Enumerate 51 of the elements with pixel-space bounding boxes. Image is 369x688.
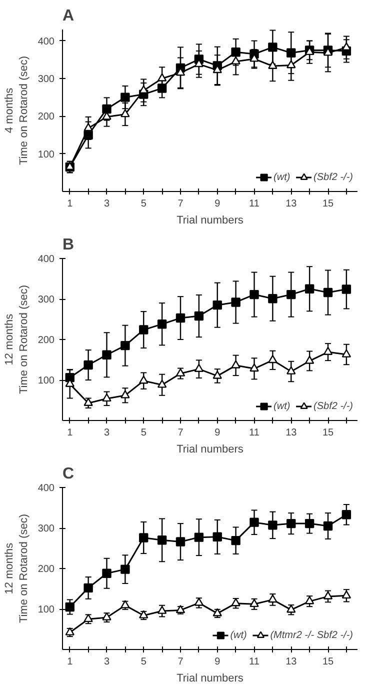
y-tick-label: 300 bbox=[38, 74, 55, 85]
legend-label: (Mtmr2 -/- Sbf2 -/-) bbox=[270, 630, 353, 640]
x-tick-label: 13 bbox=[286, 198, 298, 210]
y-axis-title: 12 months Time on Rotarod (sec) bbox=[3, 514, 30, 624]
x-tick-label: 3 bbox=[104, 198, 110, 210]
x-tick-label: 13 bbox=[286, 428, 298, 438]
x-tick-label: 5 bbox=[140, 428, 147, 438]
x-tick-label: 11 bbox=[249, 428, 260, 438]
chart-title: A bbox=[62, 8, 74, 24]
x-tick-label: 11 bbox=[249, 656, 260, 668]
x-tick-label: 15 bbox=[322, 428, 334, 438]
x-tick-label: 15 bbox=[322, 656, 334, 668]
y-tick-label: 200 bbox=[38, 564, 55, 575]
y-tick-label: 200 bbox=[38, 112, 55, 123]
x-tick-label: 7 bbox=[178, 656, 184, 668]
y-tick-label: 400 bbox=[38, 36, 55, 48]
x-tick-label: 9 bbox=[214, 428, 221, 438]
y-axis-title: 12 months Time on Rotarod (sec) bbox=[3, 284, 30, 394]
x-axis-title: Trial numbers bbox=[176, 444, 244, 456]
legend-label: (wt) bbox=[274, 172, 292, 182]
y-tick-label: 100 bbox=[38, 376, 55, 386]
x-tick-label: 3 bbox=[104, 428, 110, 438]
y-tick-label: 400 bbox=[38, 254, 55, 265]
y-tick-label: 300 bbox=[38, 524, 55, 534]
y-tick-label: 100 bbox=[38, 604, 55, 616]
x-tick-label: 5 bbox=[140, 198, 147, 210]
x-tick-label: 7 bbox=[178, 198, 184, 210]
y-axis-title: 4 months Time on Rotarod (sec) bbox=[3, 56, 30, 166]
y-tick-label: 300 bbox=[38, 294, 55, 306]
x-axis-title: Trial numbers bbox=[176, 672, 244, 684]
y-tick-label: 400 bbox=[38, 483, 55, 494]
legend-label: (Sbf2 -/-) bbox=[314, 400, 353, 412]
chart-title: C bbox=[62, 466, 74, 482]
y-tick-label: 200 bbox=[38, 335, 55, 346]
legend-label: (Sbf2 -/-) bbox=[314, 172, 353, 182]
x-axis-title: Trial numbers bbox=[176, 214, 244, 226]
legend-label: (wt) bbox=[230, 630, 248, 640]
x-tick-label: 1 bbox=[67, 198, 74, 210]
x-tick-label: 5 bbox=[140, 656, 147, 668]
x-tick-label: 15 bbox=[322, 198, 334, 210]
x-tick-label: 11 bbox=[249, 198, 260, 210]
y-tick-label: 100 bbox=[38, 149, 55, 160]
x-tick-label: 1 bbox=[67, 656, 74, 668]
legend-label: (wt) bbox=[274, 400, 292, 412]
x-tick-label: 3 bbox=[104, 656, 110, 668]
x-tick-label: 13 bbox=[286, 656, 298, 668]
x-tick-label: 9 bbox=[214, 656, 221, 668]
x-tick-label: 9 bbox=[214, 198, 221, 210]
chart-title: B bbox=[62, 236, 74, 254]
x-tick-label: 1 bbox=[67, 428, 74, 438]
x-tick-label: 7 bbox=[178, 428, 184, 438]
